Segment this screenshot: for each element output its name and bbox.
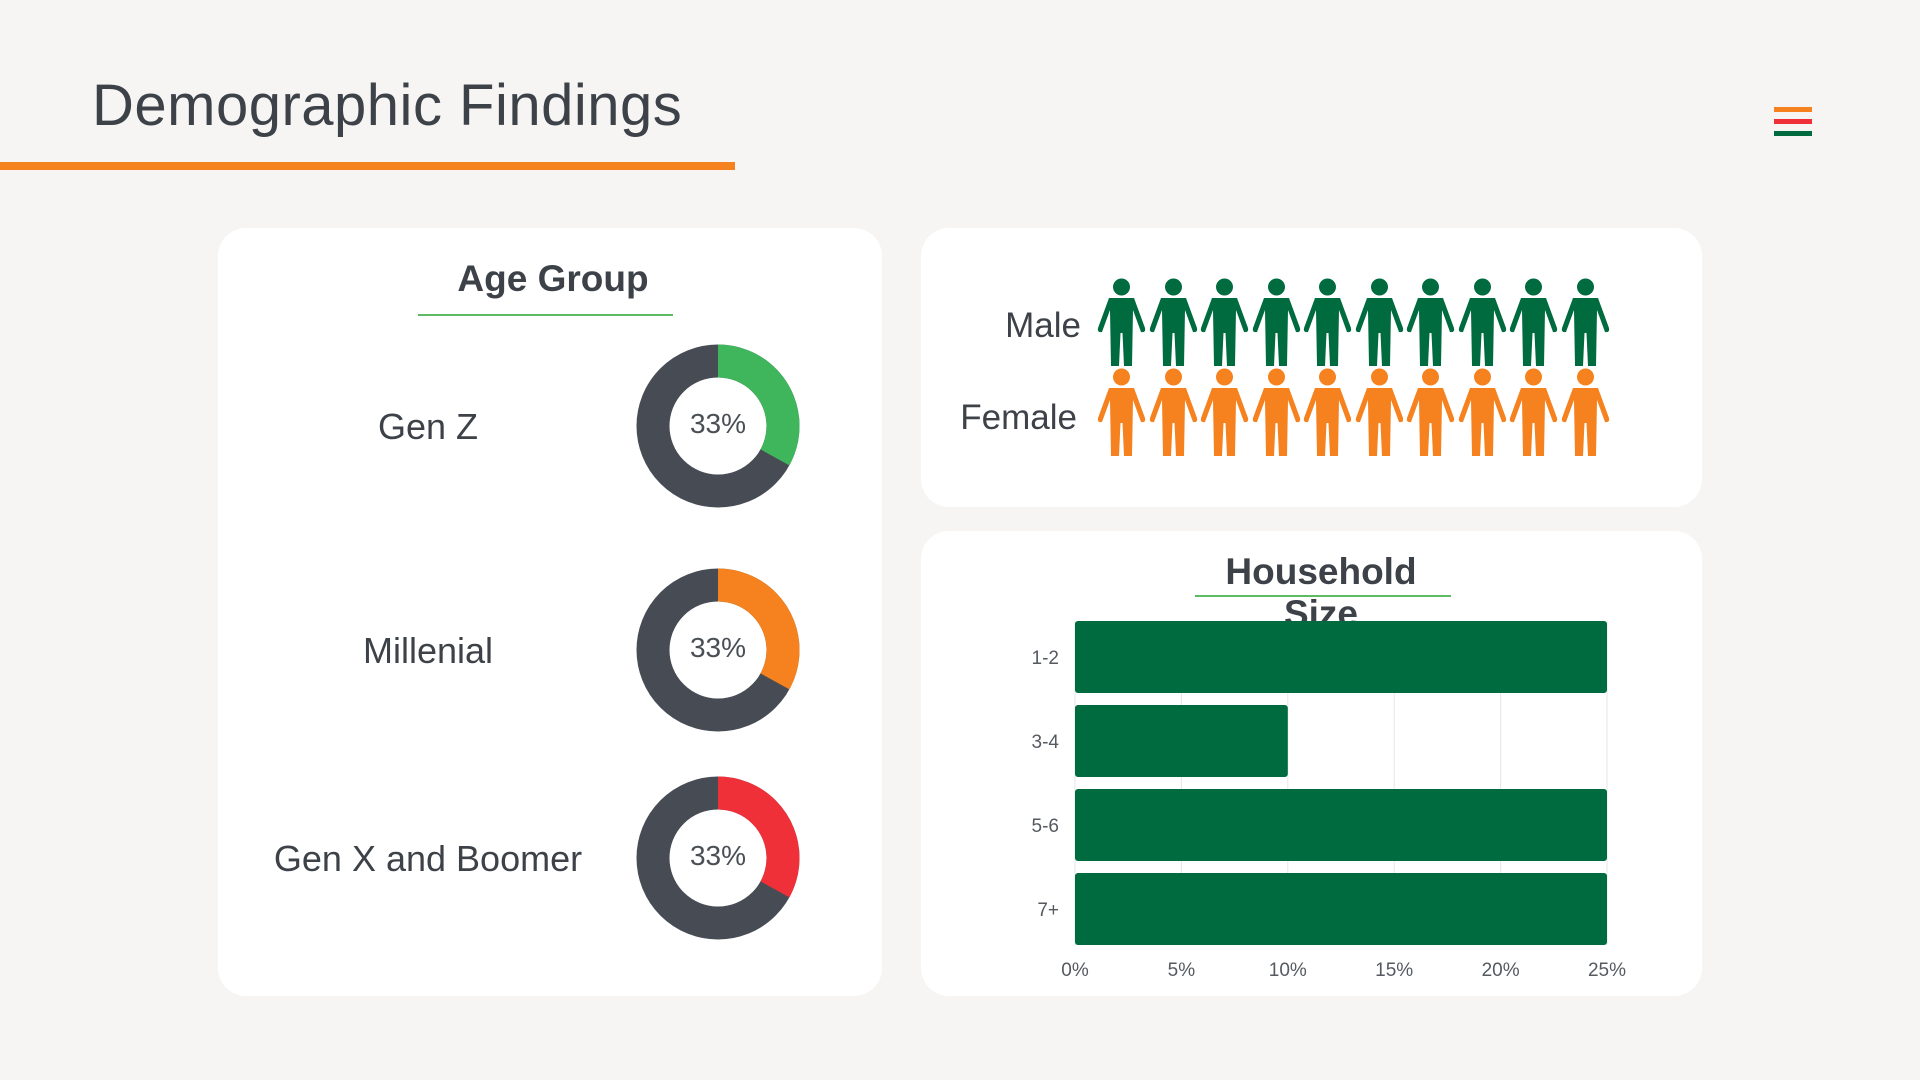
- title-underline: [0, 162, 735, 170]
- person-icon: [1406, 368, 1455, 456]
- donut-value-arc: [636, 344, 800, 508]
- gender-card: Male Female: [921, 228, 1702, 507]
- household-size-heading-rule: [1195, 595, 1451, 597]
- person-icon: [1355, 278, 1403, 366]
- person-icon: [1252, 278, 1300, 366]
- bar: [1075, 789, 1607, 861]
- donut-value-millenial: 33%: [689, 632, 747, 663]
- age-label-millenial: Millenial: [362, 630, 494, 671]
- household-size-chart: 0% 5% 10% 15% 20% 25% 1-2 3-4 5-6 7+: [1032, 621, 1626, 981]
- x-tick-label: 0%: [1061, 960, 1089, 981]
- bar: [1075, 621, 1607, 693]
- bar: [1075, 705, 1288, 777]
- y-tick-label: 7+: [1037, 900, 1059, 921]
- brand-logo-icon: [1774, 107, 1812, 146]
- person-icon: [1561, 368, 1609, 456]
- person-icon: [1458, 278, 1506, 366]
- donut-value-gen-x-boomer: 33%: [689, 840, 747, 871]
- x-tick-label: 5%: [1168, 960, 1196, 981]
- person-icon: [1200, 368, 1249, 456]
- logo-stripe-orange: [1774, 107, 1812, 112]
- person-icon: [1458, 368, 1506, 456]
- y-tick-label: 1-2: [1032, 648, 1059, 669]
- y-tick-label: 5-6: [1032, 816, 1059, 837]
- person-icon: [1149, 278, 1197, 366]
- household-size-card: Household Size 0% 5% 10% 15% 20% 25% 1-2 3-4 5-6…: [921, 531, 1702, 996]
- donut-gen-z: [636, 344, 800, 508]
- x-tick-label: 20%: [1482, 960, 1520, 981]
- x-tick-label: 15%: [1375, 960, 1413, 981]
- person-icon: [1355, 368, 1403, 456]
- person-icon: [1509, 368, 1558, 456]
- x-tick-label: 25%: [1588, 960, 1626, 981]
- age-group-card: Age Group Gen Z 33% Millenial 33% Gen X …: [218, 228, 882, 996]
- age-label-gen-x-boomer: Gen X and Boomer: [273, 838, 583, 879]
- x-tick-label: 10%: [1269, 960, 1307, 981]
- logo-stripe-green: [1774, 131, 1812, 136]
- age-group-heading: Age Group: [457, 258, 649, 299]
- page-title: Demographic Findings: [92, 73, 683, 138]
- person-icon: [1097, 278, 1146, 366]
- logo-stripe-red: [1774, 119, 1812, 124]
- gender-label-male: Male: [1005, 306, 1081, 345]
- age-label-gen-z: Gen Z: [377, 406, 479, 447]
- person-icon: [1561, 278, 1609, 366]
- person-icon: [1509, 278, 1558, 366]
- bar: [1075, 873, 1607, 945]
- donut-gen-x-boomer: [636, 776, 800, 940]
- person-icon: [1097, 368, 1146, 456]
- gender-label-female: Female: [960, 398, 1077, 437]
- household-size-heading: Household Size: [1225, 551, 1417, 634]
- y-tick-label: 3-4: [1032, 732, 1060, 753]
- donut-value-arc: [636, 776, 800, 940]
- person-icon: [1200, 278, 1249, 366]
- donut-value-arc: [636, 568, 800, 732]
- age-group-heading-rule: [418, 314, 673, 316]
- person-icon: [1252, 368, 1300, 456]
- person-icon: [1303, 278, 1352, 366]
- donut-value-gen-z: 33%: [689, 408, 747, 439]
- person-icon: [1303, 368, 1352, 456]
- donut-millenial: [636, 568, 800, 732]
- person-icon: [1149, 368, 1197, 456]
- person-icon: [1406, 278, 1455, 366]
